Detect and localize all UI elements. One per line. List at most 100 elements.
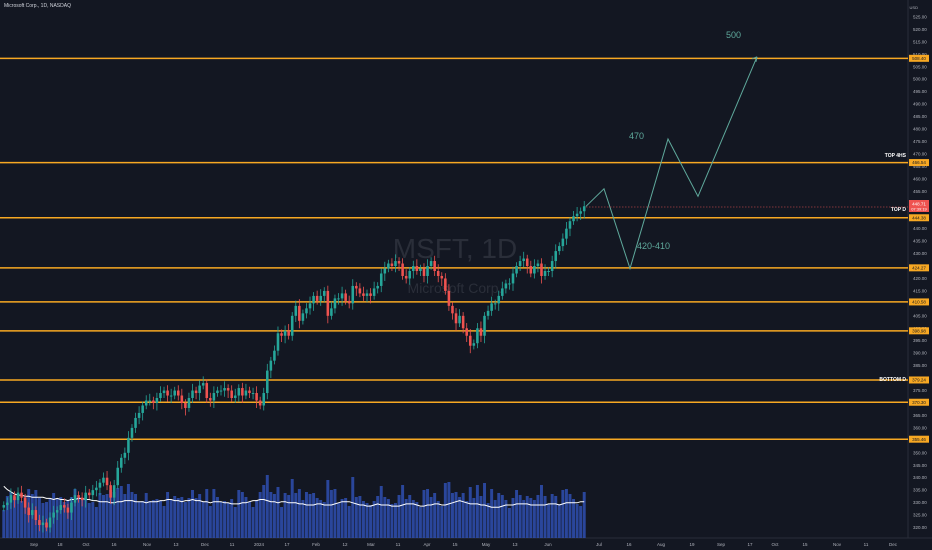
volume-bar	[515, 490, 519, 538]
price-tick-label: 525.00	[913, 14, 927, 19]
watermark-symbol: MSFT, 1D	[393, 233, 517, 264]
candle-body	[141, 405, 144, 413]
price-tick-label: 365.00	[913, 413, 927, 418]
volume-bar	[290, 479, 294, 538]
volume-bar	[422, 490, 426, 538]
volume-bar	[337, 503, 340, 538]
volume-bar	[276, 487, 280, 538]
candle-body	[191, 390, 194, 399]
candle-body	[162, 390, 166, 394]
candle-body	[6, 502, 9, 506]
volume-bar	[84, 495, 88, 538]
candle-body	[465, 328, 468, 336]
level-tag	[909, 327, 929, 335]
candle-body	[426, 266, 429, 276]
volume-ma-line	[3, 485, 585, 508]
candle-body	[347, 300, 351, 304]
candle-body	[376, 285, 379, 289]
candle-body	[351, 285, 355, 304]
price-tick-label: 385.00	[913, 363, 927, 368]
candle-body	[344, 293, 347, 301]
candle-body	[91, 490, 95, 496]
volume-bar	[244, 497, 248, 538]
candle-body	[308, 303, 312, 309]
candle-body	[429, 261, 433, 267]
volume-bar	[329, 490, 333, 538]
volume-bar	[543, 496, 547, 538]
candle-body	[444, 278, 447, 291]
volume-bar	[219, 502, 223, 538]
volume-bar	[472, 498, 476, 538]
volume-bar	[479, 496, 483, 538]
level-tag	[909, 376, 929, 384]
volume-bar	[415, 502, 419, 538]
volume-bar	[582, 492, 586, 538]
volume-bar	[411, 500, 415, 538]
candle-body	[248, 390, 251, 394]
volume-bar	[564, 489, 568, 538]
candle-body	[358, 288, 362, 294]
volume-bar	[144, 493, 148, 538]
volume-bar	[547, 504, 551, 538]
candle-body	[379, 273, 383, 286]
level-tag	[909, 159, 929, 167]
volume-bar	[319, 500, 323, 538]
candle-body	[176, 390, 180, 396]
time-tick-label: Dec	[201, 542, 210, 547]
candle-body	[34, 510, 38, 521]
time-tick-label: Jun	[544, 542, 552, 547]
volume-bar	[20, 501, 24, 538]
level-tag-label: 379.24	[912, 378, 926, 383]
candle-body	[486, 310, 490, 316]
volume-bar	[518, 495, 522, 538]
price-tick-label: 430.00	[913, 251, 927, 256]
candle-body	[422, 268, 426, 276]
time-tick-label: May	[482, 542, 491, 547]
volume-bar	[91, 502, 95, 538]
volume-bar	[333, 489, 337, 538]
volume-bar	[155, 499, 159, 538]
price-tick-label: 335.00	[913, 488, 927, 493]
candle-body	[419, 268, 422, 271]
time-tick-label: Jul	[596, 542, 602, 547]
volume-bar	[572, 499, 576, 538]
candle-body	[447, 290, 451, 306]
candle-body	[280, 333, 283, 336]
volume-bar	[486, 503, 490, 538]
candle-body	[120, 457, 123, 468]
candle-body	[123, 452, 127, 458]
level-tag-label: 508.40	[912, 56, 926, 61]
candle-body	[312, 295, 315, 304]
candle-body	[476, 328, 479, 344]
price-tick-label: 415.00	[913, 288, 927, 293]
volume-bar	[568, 494, 572, 538]
volume-bar	[80, 499, 84, 538]
volume-bar	[358, 496, 362, 538]
price-tick-label: 520.00	[913, 27, 927, 32]
candle-body	[387, 263, 390, 269]
candle-body	[536, 263, 540, 267]
candle-body	[20, 492, 23, 498]
volume-bar	[418, 507, 422, 538]
volume-bar	[433, 493, 437, 538]
candle-body	[201, 383, 205, 386]
volume-bar	[436, 501, 440, 538]
volume-bar	[458, 497, 462, 538]
volume-bar	[447, 482, 451, 538]
candle-body	[298, 305, 301, 321]
volume-bar	[376, 496, 380, 538]
time-tick-label: Nov	[833, 542, 842, 547]
candle-body	[59, 505, 63, 511]
volume-bar	[408, 495, 412, 538]
candle-body	[511, 273, 515, 284]
time-tick-label: 13	[512, 542, 518, 547]
time-tick-label: Sep	[30, 542, 39, 547]
price-tick-label: 320.00	[913, 525, 927, 530]
candle-body	[244, 390, 248, 396]
candle-body	[415, 266, 419, 271]
candle-body	[169, 395, 173, 397]
price-tick-label: 515.00	[913, 39, 927, 44]
candle-body	[362, 293, 365, 296]
candle-body	[547, 271, 550, 272]
